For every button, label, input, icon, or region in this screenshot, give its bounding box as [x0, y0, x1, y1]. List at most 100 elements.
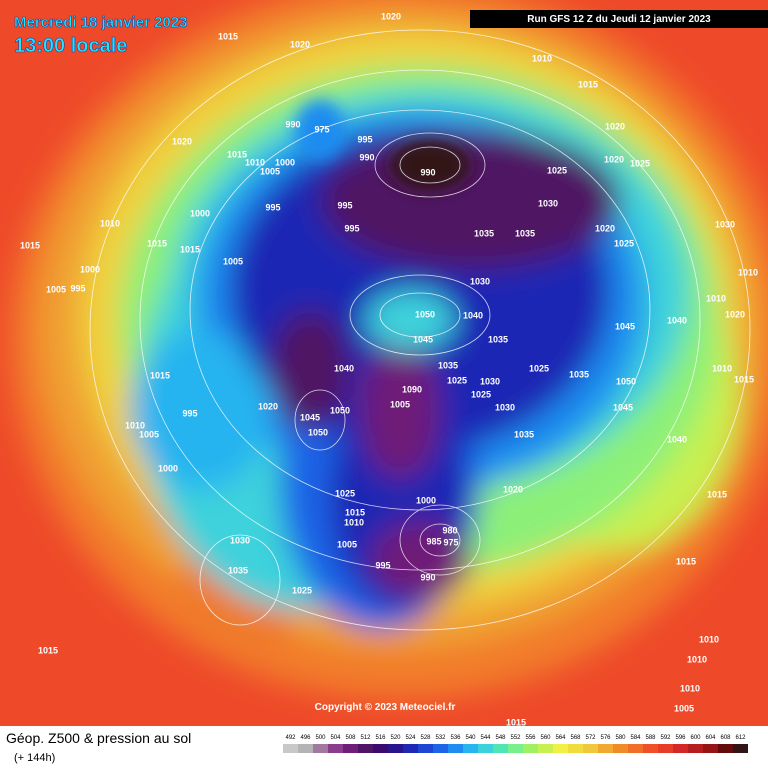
- scale-swatch: [673, 744, 688, 753]
- scale-swatch: [433, 744, 448, 753]
- scale-label: 584: [630, 735, 641, 741]
- scale-swatch: [613, 744, 628, 753]
- scale-label: 540: [465, 735, 476, 741]
- footer-lead: (+ 144h): [14, 752, 55, 764]
- pressure-label: 1035: [515, 228, 535, 238]
- scale-label: 592: [660, 735, 671, 741]
- map: 1020 1015 1020 1010 1015 1020 1015 1010 1000 1005…: [0, 0, 768, 726]
- pressure-label: 1015: [734, 374, 754, 384]
- scale-swatch: [643, 744, 658, 753]
- pressure-label: 990: [420, 167, 435, 177]
- pressure-label: 1020: [595, 223, 615, 233]
- scale-label: 572: [585, 735, 596, 741]
- scale-label: 608: [720, 735, 731, 741]
- pressure-label: 1020: [381, 11, 401, 21]
- scale-swatch: [628, 744, 643, 753]
- pressure-label: 1030: [230, 535, 250, 545]
- date: Mercredi 18 janvier 2023: [14, 14, 187, 31]
- scale-label: 560: [540, 735, 551, 741]
- pressure-label: 995: [70, 283, 85, 293]
- scale-swatch: [328, 744, 343, 753]
- footer: Géop. Z500 & pression au sol (+ 144h) 49…: [6, 730, 748, 764]
- run-box: [470, 10, 768, 28]
- pressure-label: 1040: [334, 363, 354, 373]
- pressure-label: 990: [359, 152, 374, 162]
- pressure-label: 1005: [223, 256, 243, 266]
- scale-swatch: [718, 744, 733, 753]
- pressure-label: 1000: [158, 463, 178, 473]
- pressure-label: 1015: [147, 238, 167, 248]
- pressure-label: 1010: [125, 420, 145, 430]
- pressure-label: 1020: [258, 401, 278, 411]
- pressure-label: 1025: [471, 389, 491, 399]
- pressure-label: 990: [285, 119, 300, 129]
- isobars: [89, 29, 751, 631]
- pressure-label: 1090: [402, 384, 422, 394]
- scale-swatch: [298, 744, 313, 753]
- pressure-label: 1005: [46, 284, 66, 294]
- scale-label: 536: [450, 735, 461, 741]
- scale-label: 548: [495, 735, 506, 741]
- pressure-label: 1050: [415, 309, 435, 319]
- pressure-label: 1000: [275, 157, 295, 167]
- scale-swatch: [388, 744, 403, 753]
- scale-label: 520: [390, 735, 401, 741]
- copyright: Copyright © 2023 Meteociel.fr: [315, 702, 456, 713]
- pressure-label: 1015: [578, 79, 598, 89]
- pressure-label: 990: [420, 572, 435, 582]
- pressure-label: 980: [442, 525, 457, 535]
- pressure-label: 1015: [180, 244, 200, 254]
- scale-swatch: [553, 744, 568, 753]
- pressure-label: 995: [344, 223, 359, 233]
- scale-label: 496: [300, 735, 311, 741]
- pressure-label: 1025: [547, 165, 567, 175]
- pressure-label: 1005: [674, 703, 694, 713]
- scale-label: 604: [705, 735, 716, 741]
- color-scale: 492 496 500 504 508 512 516 520 524 528 532 536 540 5…: [283, 735, 748, 753]
- pressure-label: 1015: [38, 645, 58, 655]
- pressure-label: 1015: [676, 556, 696, 566]
- pressure-label: 1030: [715, 219, 735, 229]
- pressure-label: 1005: [390, 399, 410, 409]
- scale-label: 544: [480, 735, 491, 741]
- pressure-label: 1015: [345, 507, 365, 517]
- scale-swatch: [493, 744, 508, 753]
- height-field: [10, 0, 768, 700]
- pressure-label: 995: [375, 560, 390, 570]
- scale-swatch: [598, 744, 613, 753]
- pressure-label: 1000: [416, 495, 436, 505]
- pressure-label: 975: [314, 124, 329, 134]
- scale-swatch: [508, 744, 523, 753]
- footer-title: Géop. Z500 & pression au sol: [6, 730, 191, 746]
- pressure-label: 995: [357, 134, 372, 144]
- pressure-label: 1035: [514, 429, 534, 439]
- pressure-label: 1050: [330, 405, 350, 415]
- pressure-label: 1005: [337, 539, 357, 549]
- scale-label: 524: [405, 735, 416, 741]
- scale-label: 500: [315, 735, 326, 741]
- pressure-label: 1010: [245, 157, 265, 167]
- pressure-label: 1025: [447, 375, 467, 385]
- pressure-label: 975: [443, 537, 458, 547]
- pressure-label: 1005: [139, 429, 159, 439]
- scale-label: 504: [330, 735, 341, 741]
- pressure-label: 1030: [538, 198, 558, 208]
- run-info: Run GFS 12 Z du Jeudi 12 janvier 2023: [527, 14, 711, 25]
- scale-swatch: [403, 744, 418, 753]
- scale-label: 492: [285, 735, 296, 741]
- pressure-label: 995: [182, 408, 197, 418]
- scale-label: 596: [675, 735, 686, 741]
- pressure-label: 985: [426, 536, 441, 546]
- pressure-label: 1015: [506, 717, 526, 726]
- pressure-labels: 1020 1015 1020 1010 1015 1020 1015 1010 1000 1005…: [20, 11, 758, 726]
- pressure-label: 1010: [100, 218, 120, 228]
- pressure-label: 1025: [630, 158, 650, 168]
- scale-swatch: [568, 744, 583, 753]
- pressure-label: 1040: [667, 434, 687, 444]
- scale-swatch: [343, 744, 358, 753]
- pressure-label: 1035: [569, 369, 589, 379]
- scale-swatch: [358, 744, 373, 753]
- pressure-label: 1020: [172, 136, 192, 146]
- scale-label: 552: [510, 735, 521, 741]
- pressure-label: 1010: [687, 654, 707, 664]
